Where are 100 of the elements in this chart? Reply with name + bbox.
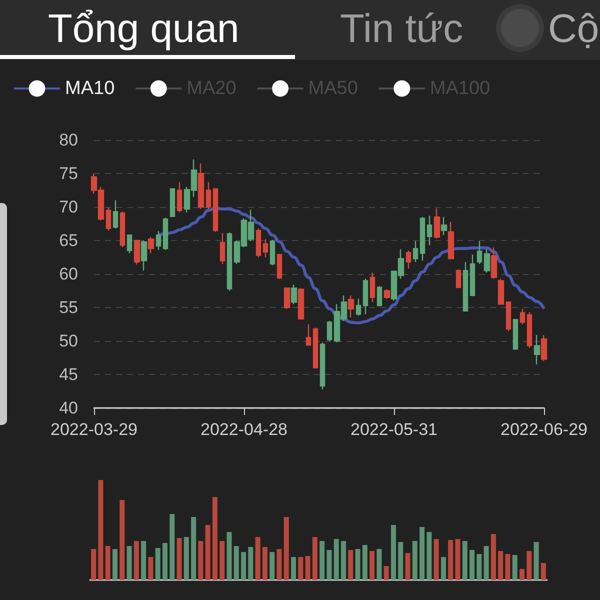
y-tick-label: 65 [59, 231, 78, 250]
bar [448, 540, 454, 580]
bar [248, 547, 254, 580]
x-tick-label: 2022-03-29 [50, 420, 138, 439]
y-tick-label: 50 [59, 332, 78, 350]
y-tick-label: 80 [59, 130, 78, 150]
y-tick-label: 55 [59, 298, 78, 317]
bar [191, 517, 196, 580]
candlestick [370, 272, 376, 303]
candlestick [540, 334, 548, 362]
bar [340, 541, 346, 580]
candlestick [420, 216, 426, 262]
bar [512, 555, 518, 580]
bar [320, 541, 325, 580]
legend-label: MA10 [65, 78, 115, 99]
candlestick [206, 182, 212, 210]
candlestick [134, 239, 140, 266]
bar [155, 548, 160, 580]
candlestick [148, 236, 154, 254]
candlestick [476, 240, 482, 265]
candlestick [462, 261, 468, 312]
candlestick [162, 217, 168, 250]
bar [170, 514, 175, 580]
candlestick [440, 216, 448, 236]
bar [205, 525, 210, 580]
bar [348, 550, 354, 580]
y-tick-label: 70 [59, 198, 78, 216]
bar [255, 537, 260, 580]
candlestick [512, 318, 518, 350]
candlestick [520, 308, 526, 325]
bar [462, 541, 468, 580]
candlestick [284, 286, 290, 310]
candlestick [262, 238, 268, 258]
bar [370, 551, 375, 580]
bar [176, 538, 182, 580]
bar [241, 552, 246, 580]
candlestick [176, 182, 182, 213]
candlestick [276, 253, 282, 280]
bar [276, 549, 282, 580]
bar [384, 566, 389, 580]
y-tick-label: 75 [59, 164, 78, 183]
bar [426, 532, 432, 580]
bar [284, 517, 289, 580]
x-tick-label: 2022-06-29 [500, 420, 588, 439]
candlestick [470, 254, 476, 297]
bar [198, 541, 204, 580]
bar [540, 563, 546, 580]
candlestick [212, 188, 218, 232]
bar [376, 549, 382, 580]
candlestick [112, 200, 118, 230]
candlestick [126, 234, 132, 254]
line-series [156, 206, 546, 324]
bar [312, 537, 318, 580]
y-tick-label: 60 [59, 264, 78, 284]
bar [305, 556, 310, 580]
bar [234, 546, 239, 580]
bar [326, 550, 332, 580]
bar [105, 546, 110, 580]
bar [298, 557, 304, 580]
candlestick [534, 334, 540, 366]
candlestick [298, 287, 304, 320]
bar [148, 557, 154, 580]
bar [434, 539, 439, 580]
text: Tổng quan [48, 6, 240, 52]
bar [291, 557, 296, 580]
candlestick [506, 300, 512, 332]
bar [98, 480, 104, 580]
bar [120, 500, 125, 580]
bar [212, 497, 218, 580]
bar [262, 547, 268, 580]
bar [520, 569, 525, 580]
bar [112, 549, 118, 580]
bar [226, 532, 232, 580]
bar [412, 541, 418, 580]
x-tick-label: 2022-04-28 [200, 420, 288, 439]
x-tick-label: 2022-05-31 [350, 420, 438, 439]
candlestick [170, 188, 176, 218]
candlestick [384, 288, 390, 300]
candlestick [498, 278, 504, 306]
bar [398, 542, 404, 580]
bar [141, 541, 146, 580]
candlestick [106, 207, 112, 232]
bar [476, 554, 482, 580]
bar [390, 525, 396, 580]
candlestick [348, 294, 354, 318]
bar [470, 550, 475, 580]
bar [355, 549, 360, 580]
candlestick [256, 228, 262, 258]
candlestick [326, 320, 332, 342]
bar [162, 543, 168, 580]
bar [498, 551, 504, 580]
bar [126, 546, 132, 580]
text: Cộ [548, 6, 600, 52]
bar [440, 557, 446, 580]
candlestick [320, 342, 326, 390]
candlestick [526, 312, 532, 348]
bar [91, 549, 96, 580]
bar [455, 539, 460, 580]
y-tick-label: 40 [59, 398, 78, 418]
candlestick [356, 298, 362, 316]
